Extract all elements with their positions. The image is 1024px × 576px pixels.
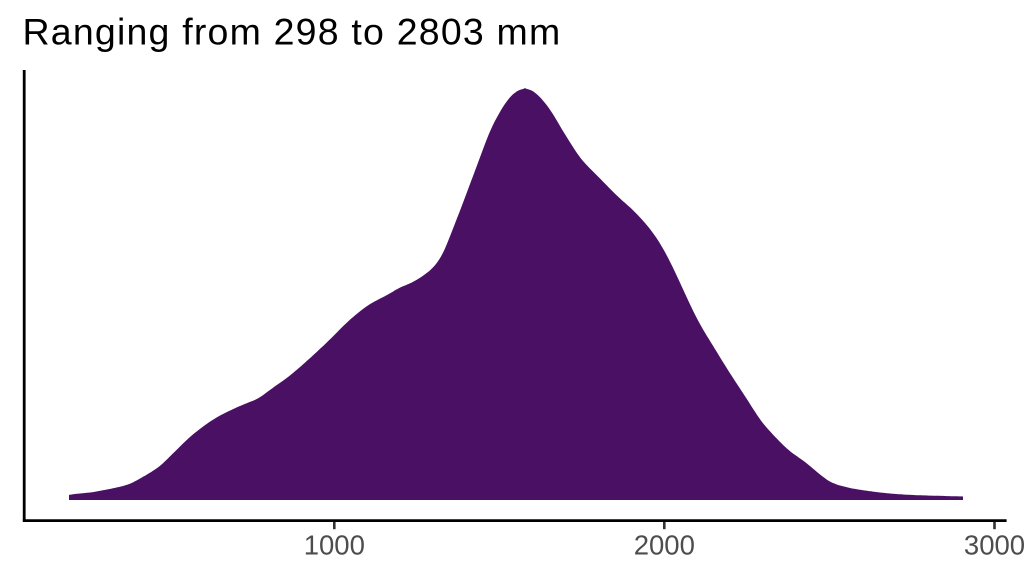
svg-text:3000: 3000 [964,530,1024,561]
svg-text:2000: 2000 [634,530,695,561]
svg-text:1000: 1000 [304,530,365,561]
svg-text:Ranging from 298 to 2803 mm: Ranging from 298 to 2803 mm [23,10,562,52]
